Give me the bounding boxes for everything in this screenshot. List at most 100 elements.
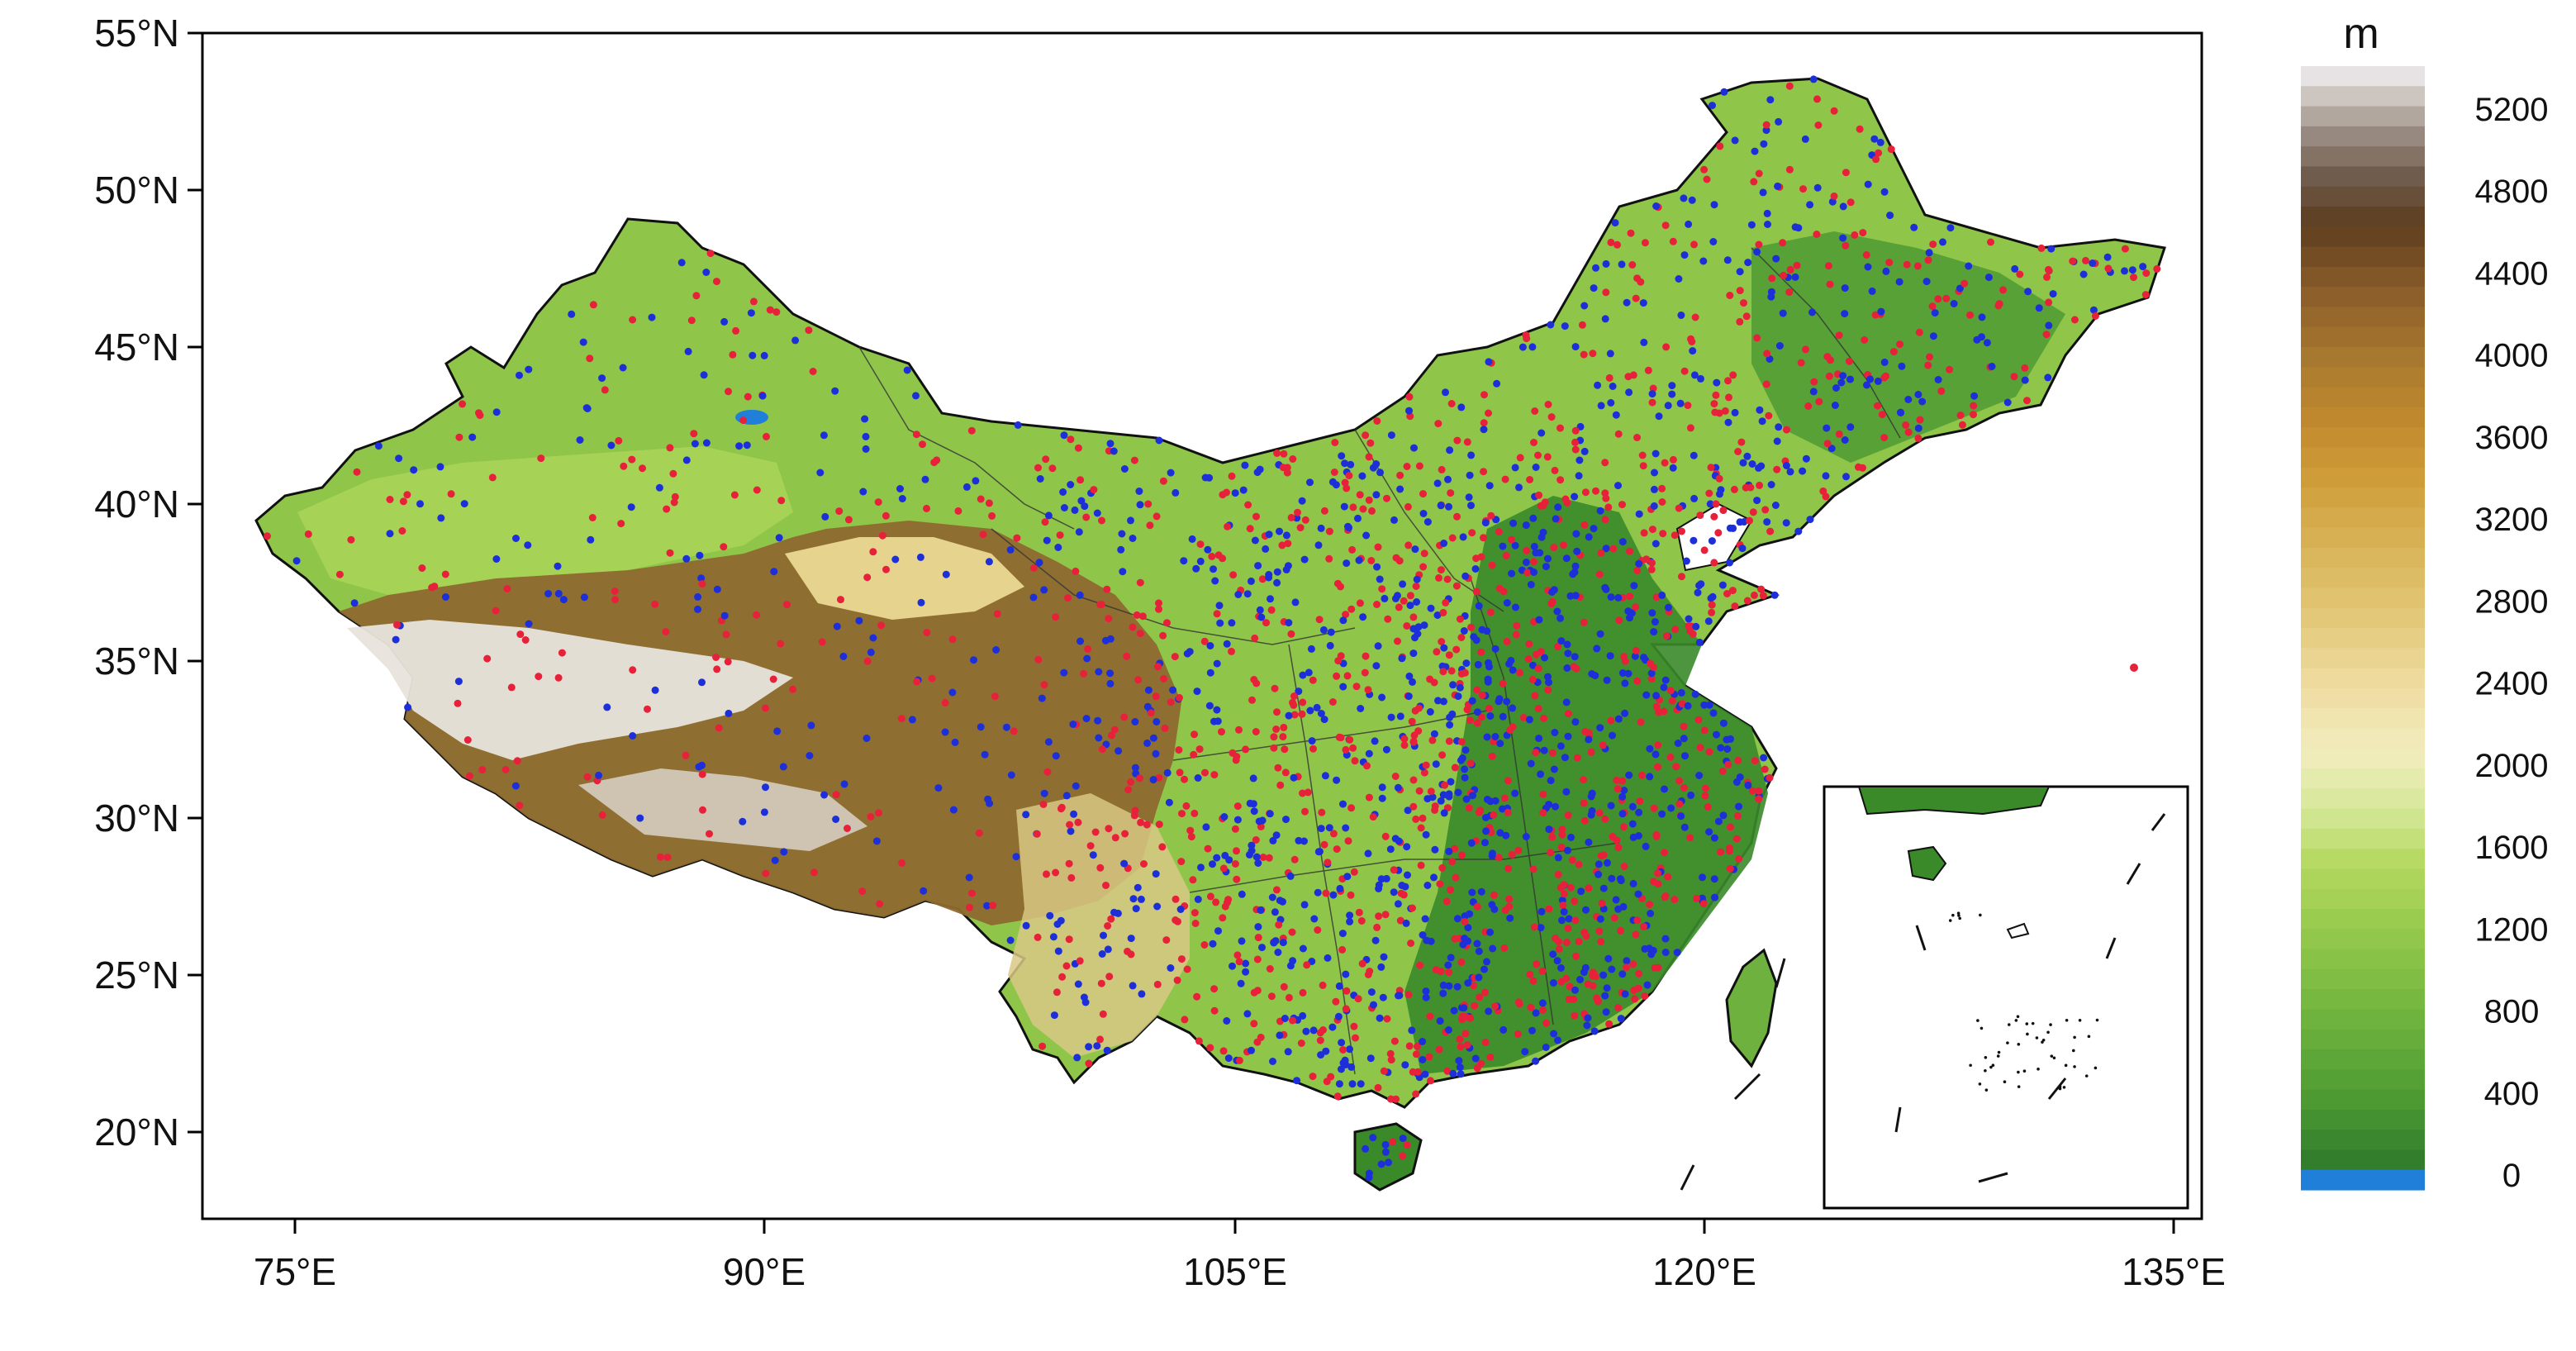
station-point — [762, 869, 770, 878]
station-point — [1362, 431, 1370, 440]
station-point — [1475, 947, 1483, 955]
station-point — [1131, 718, 1139, 725]
inset-islands — [1948, 911, 2099, 1092]
station-point — [1522, 833, 1530, 840]
station-point — [791, 336, 800, 345]
station-point — [1342, 1005, 1350, 1013]
station-point — [1575, 937, 1583, 945]
station-point — [1488, 752, 1496, 760]
station-point — [1076, 591, 1084, 599]
station-point — [1732, 835, 1741, 843]
station-point — [1077, 476, 1085, 484]
station-point — [1291, 598, 1300, 607]
station-point — [1712, 500, 1720, 508]
station-point — [1495, 584, 1504, 592]
station-point — [1271, 937, 1280, 945]
tarim-basin — [297, 446, 793, 595]
station-point — [1038, 694, 1046, 702]
station-point — [1073, 1054, 1081, 1062]
station-point — [1861, 335, 1869, 344]
station-point — [1228, 472, 1236, 480]
station-point — [1067, 873, 1076, 882]
station-point — [735, 442, 744, 450]
station-point — [1456, 1035, 1464, 1044]
station-point — [1447, 400, 1456, 407]
station-point — [1530, 568, 1538, 576]
lon-tick-label: 90°E — [723, 1250, 806, 1293]
station-point — [393, 621, 401, 629]
station-point — [1580, 776, 1587, 784]
station-point — [428, 583, 436, 592]
station-point — [1254, 934, 1262, 942]
station-point — [1830, 107, 1838, 115]
station-point — [1604, 859, 1611, 867]
station-point — [628, 455, 636, 464]
station-point — [1822, 492, 1830, 501]
station-point — [386, 530, 394, 538]
station-point — [1404, 502, 1412, 511]
station-point — [702, 439, 711, 447]
station-point — [1478, 691, 1486, 699]
colorbar-bin — [2301, 888, 2425, 910]
station-point — [1545, 801, 1553, 809]
station-point — [1845, 357, 1853, 365]
station-point — [1333, 776, 1341, 784]
station-point — [1562, 787, 1571, 796]
station-point — [1537, 924, 1545, 932]
station-point — [700, 371, 708, 379]
station-point — [1201, 768, 1209, 777]
station-point — [1802, 454, 1810, 463]
station-point — [1567, 833, 1575, 841]
station-point — [863, 573, 872, 582]
station-point — [1897, 408, 1904, 416]
station-point — [1082, 715, 1091, 723]
station-point — [1394, 900, 1402, 908]
station-point — [1504, 808, 1512, 816]
station-point — [979, 530, 987, 539]
station-point — [1605, 373, 1614, 382]
station-point — [1461, 572, 1470, 580]
station-point — [1956, 284, 1964, 293]
station-point — [1562, 939, 1571, 946]
station-point — [1763, 209, 1771, 217]
station-point — [1755, 240, 1763, 249]
station-point — [1366, 439, 1375, 447]
station-point — [1548, 833, 1557, 841]
station-point — [1352, 1034, 1359, 1042]
colorbar-bin — [2301, 166, 2425, 188]
station-point — [713, 278, 720, 286]
station-point — [437, 514, 445, 522]
station-point — [1466, 759, 1475, 768]
station-point — [1878, 411, 1886, 419]
colorbar-tick-label: 800 — [2484, 994, 2540, 1030]
station-point — [1511, 541, 1519, 549]
station-point — [1408, 1026, 1416, 1035]
station-point — [1242, 968, 1250, 976]
station-point — [1515, 483, 1523, 492]
station-point — [1326, 641, 1334, 649]
station-point — [1469, 792, 1476, 800]
station-point — [1034, 933, 1042, 941]
station-point — [611, 596, 619, 604]
station-point — [1539, 790, 1547, 798]
station-point — [1414, 1068, 1422, 1076]
station-point — [1842, 473, 1850, 481]
station-point — [455, 433, 463, 441]
station-point — [1661, 949, 1670, 956]
station-point — [2037, 244, 2046, 252]
station-point — [492, 408, 501, 416]
station-point — [1592, 264, 1599, 272]
station-point — [1690, 451, 1698, 459]
station-point — [586, 354, 594, 363]
station-point — [869, 548, 877, 556]
station-point — [970, 656, 977, 664]
station-point — [1508, 569, 1516, 578]
station-point — [1273, 578, 1281, 587]
station-point — [1601, 315, 1609, 323]
station-point — [1081, 502, 1089, 511]
station-point — [1690, 371, 1699, 379]
station-point — [1440, 697, 1447, 706]
station-point — [1564, 811, 1572, 820]
station-point — [1437, 502, 1445, 510]
station-point — [981, 750, 989, 759]
